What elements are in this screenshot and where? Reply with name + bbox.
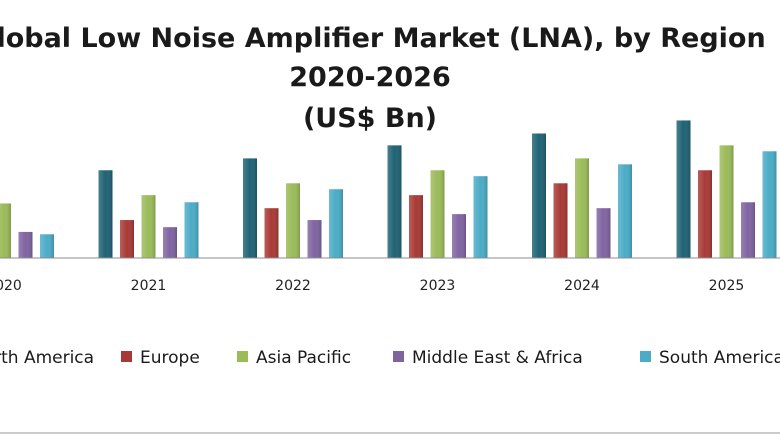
legend-swatch-europe [121,351,132,362]
bar-shading [243,158,257,258]
bar-shading [120,220,134,258]
bar-shading [307,220,322,258]
legend-label-asia-pacific: Asia Pacific [256,348,351,368]
legend: North America Europe Asia Pacific Middle Ea… [0,348,780,368]
bar-shading [430,170,445,258]
x-tick-2021: 2021 [131,278,167,294]
bar-shading [618,164,632,258]
bar-shading [719,145,734,258]
bar-shading [163,227,177,258]
bar-shading [409,195,423,258]
bar-shading [40,234,54,258]
chart-title-line-3: (US$ Bn) [303,103,437,134]
chart-title-line-2: 2020-2026 [289,62,451,93]
bar-shading [698,170,712,258]
x-tick-2025: 2025 [709,278,745,294]
bars-group [0,120,777,258]
bar-shading [18,231,33,258]
bar-shading [762,151,777,258]
bar-shading [553,183,568,258]
bar-shading [676,120,691,258]
bar-shading [387,145,402,258]
bar-shading [532,133,546,258]
bar-shading [473,176,488,258]
bar-shading [184,202,199,258]
bar-shading [98,170,113,258]
bar-shading [329,189,343,258]
bar-shading [286,183,300,258]
chart-title-line-1: Global Low Noise Amplifier Market (LNA),… [0,23,766,54]
x-tick-2022: 2022 [275,278,311,294]
bar-shading [741,202,755,258]
x-tick-labels: 2020202120222023202420252026 [0,278,745,294]
bar-shading [596,208,611,258]
legend-label-north-america: North America [0,348,94,368]
legend-swatch-south-america [640,351,651,362]
x-tick-2024: 2024 [564,278,600,294]
x-tick-2020: 2020 [0,278,22,294]
legend-label-europe: Europe [140,348,200,368]
bar-shading [0,203,11,258]
bar-shading [264,208,279,258]
legend-label-middle-east-africa: Middle East & Africa [412,348,583,368]
legend-swatch-middle-east-africa [393,351,404,362]
bar-shading [452,214,466,258]
legend-swatch-asia-pacific [237,351,248,362]
bar-shading [575,158,589,258]
bar-shading [141,195,156,258]
x-tick-2023: 2023 [420,278,456,294]
legend-label-south-america: South America [659,348,780,368]
